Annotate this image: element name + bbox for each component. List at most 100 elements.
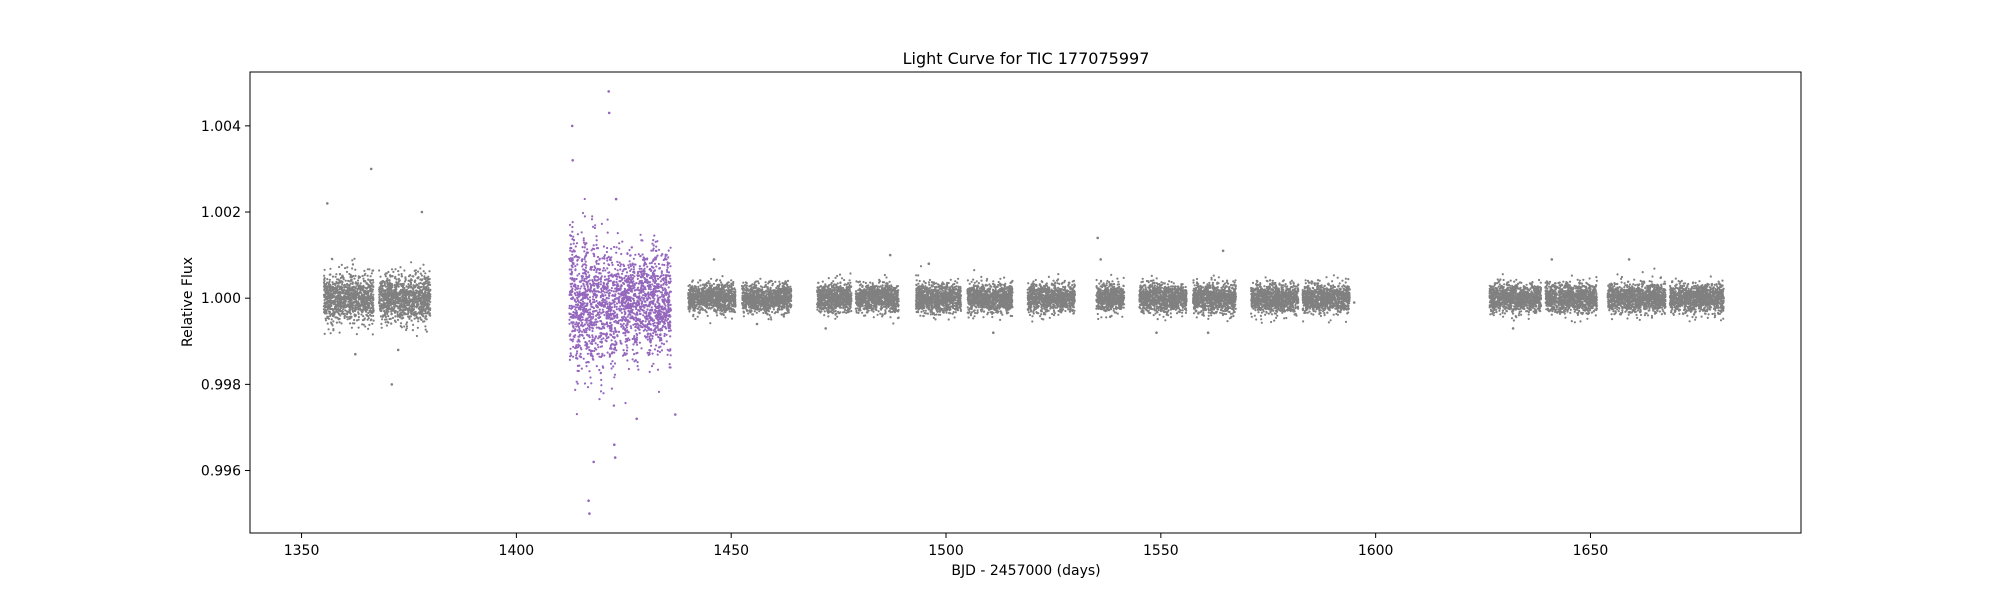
data-point: [354, 304, 357, 307]
data-point: [840, 289, 843, 293]
data-point: [342, 278, 345, 281]
data-point: [384, 314, 387, 317]
data-point: [869, 281, 872, 284]
data-point: [408, 274, 411, 277]
data-point: [371, 310, 374, 313]
data-point: [755, 322, 759, 326]
data-point: [840, 306, 843, 309]
data-point: [365, 293, 368, 296]
data-point: [371, 283, 374, 286]
data-point: [336, 304, 339, 307]
data-point: [707, 289, 710, 292]
data-point: [842, 311, 845, 314]
data-point: [714, 299, 718, 302]
data-point: [709, 322, 712, 325]
data-point: [371, 278, 375, 282]
data-point: [724, 316, 727, 319]
data-point: [369, 275, 372, 278]
data-point: [353, 257, 356, 260]
data-point: [385, 304, 388, 307]
data-point: [768, 314, 771, 317]
data-point: [419, 290, 422, 293]
data-point: [339, 276, 342, 280]
data-point: [407, 286, 410, 290]
data-point: [778, 300, 781, 303]
data-point: [414, 310, 417, 313]
data-point: [782, 302, 785, 305]
data-point: [831, 307, 834, 310]
data-point: [721, 304, 724, 308]
data-point: [825, 289, 828, 292]
data-point: [352, 296, 355, 299]
data-point: [409, 283, 413, 286]
data-point: [394, 268, 397, 271]
data-point: [427, 278, 430, 281]
data-point: [403, 297, 406, 300]
data-point: [397, 273, 400, 276]
data-point: [725, 294, 729, 297]
data-point: [712, 258, 716, 261]
data-point: [787, 296, 791, 299]
data-point: [323, 295, 326, 299]
data-point: [331, 281, 334, 284]
data-point: [337, 294, 340, 297]
data-point: [726, 284, 729, 287]
data-point: [354, 268, 357, 271]
data-point: [721, 296, 724, 299]
data-point: [832, 297, 835, 300]
data-point: [341, 289, 344, 292]
data-point: [424, 278, 427, 281]
data-point: [398, 293, 401, 296]
data-point: [371, 290, 374, 293]
data-point: [411, 303, 414, 306]
data-point: [780, 296, 784, 299]
data-point: [417, 294, 420, 297]
data-point: [687, 292, 690, 295]
data-point: [342, 308, 345, 311]
data-point: [323, 293, 326, 296]
data-point: [834, 313, 837, 316]
data-point: [350, 326, 353, 329]
data-point: [828, 304, 831, 307]
data-point: [343, 314, 346, 317]
data-point: [816, 308, 819, 311]
data-point: [383, 311, 386, 315]
data-point: [399, 283, 402, 286]
data-point: [703, 291, 707, 294]
data-point: [775, 304, 778, 307]
data-point: [329, 314, 332, 317]
data-point: [762, 311, 765, 315]
data-point: [832, 280, 835, 283]
data-point: [369, 288, 372, 291]
data-point: [839, 293, 842, 296]
data-point: [710, 277, 713, 280]
data-point: [755, 286, 758, 289]
data-point: [819, 294, 823, 297]
data-point: [837, 303, 840, 306]
data-point: [350, 276, 353, 279]
data-point: [830, 285, 834, 288]
data-point: [845, 288, 849, 291]
data-point: [395, 278, 398, 281]
data-point: [400, 272, 403, 276]
data-point: [357, 284, 360, 287]
chart-title: Light Curve for TIC 177075997: [903, 49, 1150, 68]
data-point: [826, 310, 829, 313]
data-point: [761, 292, 764, 295]
data-point: [689, 288, 692, 291]
data-point: [354, 306, 357, 309]
data-point: [385, 324, 388, 327]
data-point: [323, 299, 326, 302]
data-point: [378, 300, 381, 304]
data-point: [381, 307, 384, 310]
data-point: [341, 304, 345, 307]
data-point: [412, 287, 415, 290]
data-point: [721, 298, 725, 302]
data-point: [834, 317, 837, 320]
data-point: [709, 302, 712, 305]
data-point: [331, 283, 335, 286]
data-point: [713, 291, 716, 294]
data-point: [331, 324, 334, 327]
data-point: [378, 293, 381, 296]
